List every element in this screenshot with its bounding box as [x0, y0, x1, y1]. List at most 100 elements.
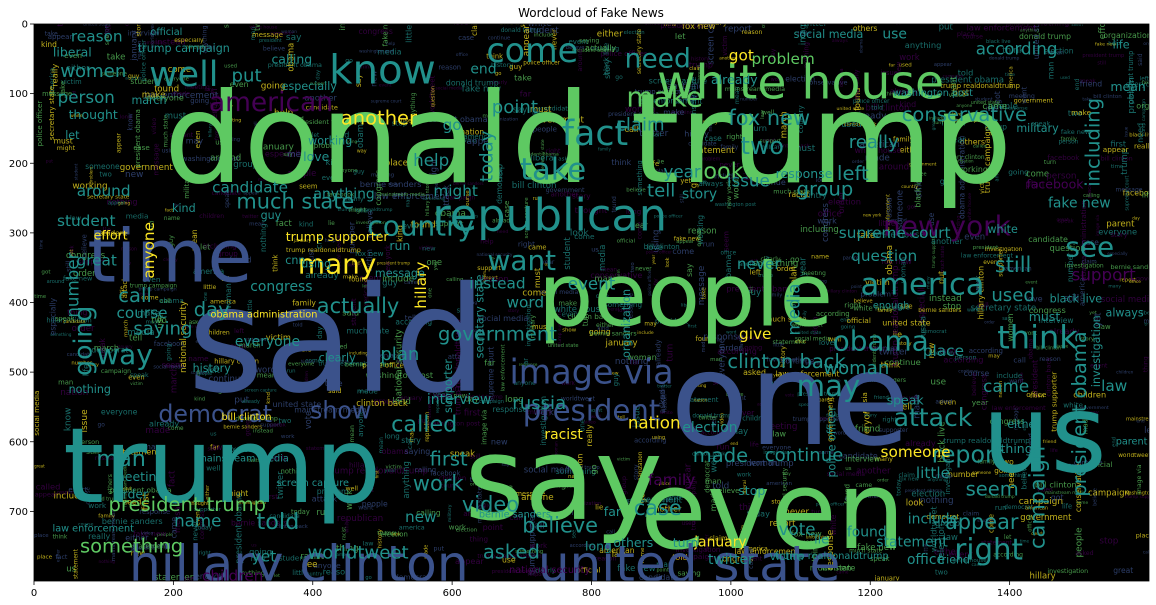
filler-word: group [935, 519, 961, 529]
x-axis: 0 200 400 600 800 1000 1200 1400 [31, 581, 1022, 599]
filler-word: america [210, 297, 236, 305]
filler-word: message [626, 292, 635, 325]
filler-word: even [195, 511, 201, 526]
filler-word: victim [617, 457, 630, 463]
filler-word: image via [1136, 464, 1143, 495]
filler-word: family [977, 459, 995, 465]
filler-word: law [760, 109, 766, 119]
filler-word: little [203, 285, 216, 291]
filler-word: united state [806, 535, 831, 540]
filler-word: let [312, 133, 320, 139]
filler-word: anyone [514, 380, 537, 387]
filler-word: fox new [355, 249, 384, 258]
word-image-via: image via [509, 353, 673, 392]
filler-word: believe [80, 234, 88, 258]
word-said: said [188, 256, 487, 426]
word-guy: guy [261, 209, 282, 222]
filler-word: need [763, 138, 775, 144]
filler-word: video [584, 419, 596, 425]
word-law-enforcement: law enforcement [53, 523, 135, 534]
filler-word: order [72, 324, 95, 334]
filler-word: believe [714, 486, 741, 495]
filler-word: two [99, 170, 111, 178]
filler-word: course [964, 369, 990, 378]
word-republican: republican [432, 189, 667, 241]
filler-word: really [50, 64, 60, 87]
filler-word: tell [899, 403, 912, 413]
filler-word: story [603, 59, 612, 79]
filler-word: include [338, 1, 347, 30]
filler-word: reason [1039, 355, 1061, 363]
filler-word: social media [478, 313, 529, 323]
filler-word: time [1020, 538, 1030, 543]
filler-word: event [569, 38, 589, 46]
filler-word: american [362, 281, 371, 315]
filler-word: work [344, 489, 354, 509]
word-congress: congress [250, 279, 312, 295]
filler-word: meeting [258, 177, 277, 183]
filler-word: place [37, 554, 53, 560]
filler-word: nation [460, 128, 484, 137]
filler-word: event [1025, 280, 1037, 285]
filler-word: nothing [99, 559, 116, 565]
filler-word: say [1090, 410, 1099, 416]
filler-word: put [234, 396, 249, 406]
filler-word: order [852, 159, 864, 165]
filler-word: meeting [185, 84, 210, 91]
filler-word: government [1014, 97, 1054, 105]
filler-word: believe [726, 392, 743, 398]
filler-word: little [120, 286, 126, 298]
filler-word: story [1080, 337, 1095, 343]
filler-word: children [806, 361, 823, 366]
filler-word: man [408, 428, 416, 442]
word-trump: trump [63, 405, 381, 527]
filler-word: response [703, 333, 743, 343]
filler-word: screen capture [245, 388, 277, 394]
filler-word: march [170, 366, 180, 393]
filler-word: children [199, 213, 224, 220]
filler-word: family [98, 513, 115, 519]
filler-word: either [56, 549, 62, 562]
word-bernie-sanders: bernie sanders [479, 509, 551, 520]
filler-word: work [449, 522, 467, 531]
filler-word: end [1074, 79, 1081, 91]
filler-word: twitter [699, 416, 718, 422]
filler-word: white house [855, 146, 902, 155]
filler-word: woman [749, 459, 778, 468]
word-clearly: clearly [319, 352, 356, 365]
word-twitter: twitter [708, 552, 754, 568]
word-run: run [389, 238, 410, 253]
word-trump-supporter: trump supporter [286, 229, 390, 244]
filler-word: story [401, 436, 421, 445]
filler-word: really [476, 504, 491, 510]
filler-word: event [379, 82, 392, 88]
filler-word: law enforcement [638, 97, 703, 106]
filler-word: see [208, 447, 217, 453]
filler-word: something [604, 300, 642, 309]
filler-word: saying [513, 104, 540, 114]
filler-word: may [251, 555, 266, 563]
filler-word: go [495, 71, 501, 77]
filler-word: trump [758, 273, 773, 279]
filler-word: video [812, 317, 820, 336]
filler-word: go [365, 575, 371, 581]
filler-word: nation [60, 388, 88, 398]
filler-word: investigation [1047, 568, 1088, 575]
filler-word: fox new [225, 445, 255, 454]
filler-word: story [508, 308, 520, 314]
y-tick-label: 400 [9, 298, 28, 309]
filler-word: may [186, 137, 204, 146]
filler-word: report [725, 25, 753, 35]
filler-word: hillary clinton [214, 357, 259, 365]
filler-word: run [717, 443, 730, 452]
word-go: go [443, 116, 462, 134]
word-either: either [1007, 418, 1040, 431]
filler-word: obama [435, 209, 466, 219]
filler-word: united state [795, 330, 822, 336]
filler-word: life [1062, 502, 1072, 510]
filler-word: right [844, 301, 861, 310]
word-point: point [492, 97, 538, 118]
filler-word: story [898, 341, 911, 347]
filler-word: left [1144, 425, 1156, 435]
filler-word: congress [990, 417, 1025, 426]
